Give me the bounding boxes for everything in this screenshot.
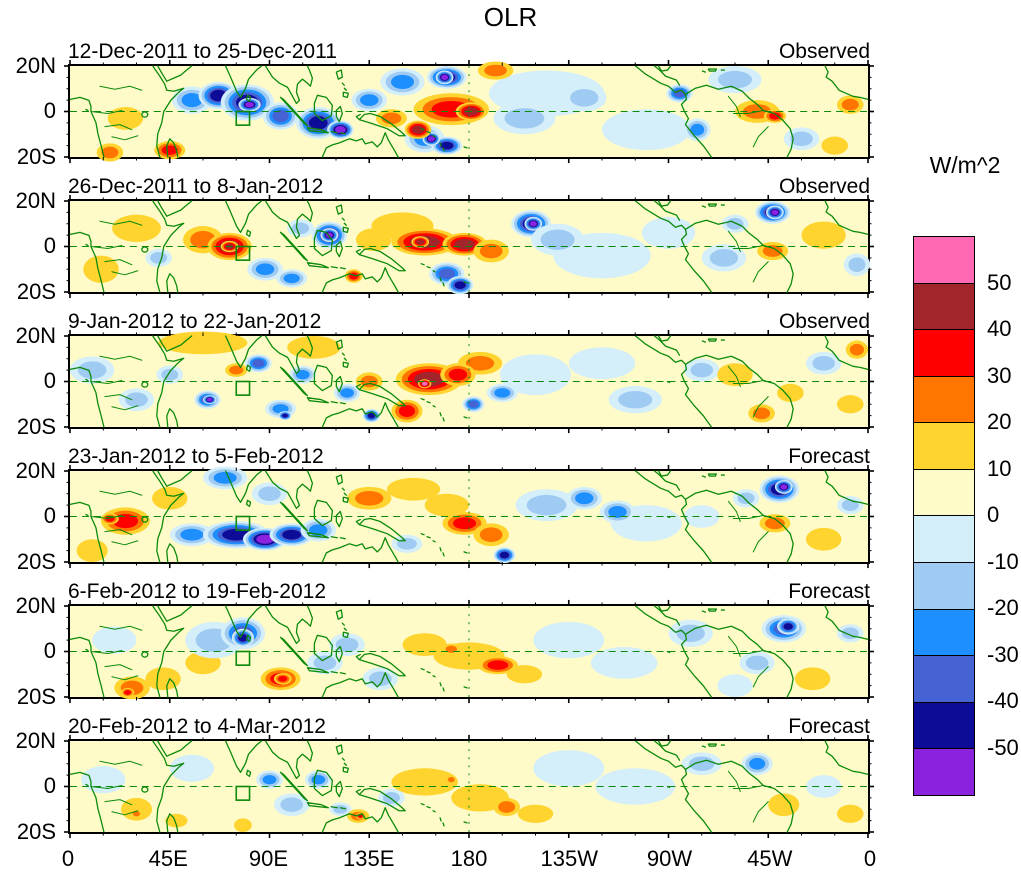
colorbar-tick-label: -50: [987, 734, 1019, 760]
anomaly-blobs: [70, 331, 869, 423]
latitude-tick-label: 0: [43, 773, 56, 798]
colorbar-unit-label: W/m^2: [929, 152, 1001, 178]
map-canvas: [64, 329, 874, 434]
colorbar-tick-label: 20: [987, 409, 1012, 434]
colorbar-cell: [914, 468, 974, 516]
latitude-tick-label: 20N: [15, 728, 56, 753]
latitude-tick-label: 20S: [16, 819, 56, 844]
longitude-tick-label: 90W: [646, 846, 693, 871]
latitude-tick-label: 0: [43, 368, 56, 393]
latitude-tick-label: 0: [43, 503, 56, 528]
panel-header: 26-Dec-2011 to 8-Jan-2012 Observed: [68, 173, 870, 199]
panel-date-range: 26-Dec-2011 to 8-Jan-2012: [68, 175, 324, 198]
colorbar-tick-label: -30: [987, 641, 1019, 667]
panel-date-range: 20-Feb-2012 to 4-Mar-2012: [68, 715, 326, 738]
colorbar-tick-label: 40: [987, 316, 1012, 341]
map-panel: 20-Feb-2012 to 4-Mar-2012 Forecast 20N 0 20S: [16, 713, 874, 844]
anomaly-blobs: [83, 201, 871, 295]
latitude-tick-label: 20S: [16, 279, 56, 304]
panel-source-label: Forecast: [788, 580, 870, 603]
panel-header: 12-Dec-2011 to 25-Dec-2011 Observed: [68, 38, 870, 64]
anomaly-blobs: [92, 615, 864, 700]
colorbar-cell: [914, 515, 974, 563]
map-panel: 12-Dec-2011 to 25-Dec-2011 Observed 20N 0 20…: [16, 38, 874, 169]
colorbar-tick-label: 0: [987, 502, 1000, 527]
colorbar-tick-label: -10: [987, 548, 1019, 574]
panel-date-range: 9-Jan-2012 to 22-Jan-2012: [68, 310, 322, 333]
latitude-tick-label: 0: [43, 98, 56, 123]
map-panels-container: 12-Dec-2011 to 25-Dec-2011 Observed 20N 0 20…: [16, 38, 874, 848]
longitude-tick-label: 45E: [148, 846, 188, 871]
longitude-tick-label: 0: [61, 846, 75, 871]
panel-source-label: Observed: [778, 310, 870, 333]
panel-date-range: 23-Jan-2012 to 5-Feb-2012: [68, 445, 324, 468]
latitude-tick-label: 20S: [16, 549, 56, 574]
latitude-tick-label: 20N: [15, 53, 56, 78]
latitude-tick-label: 20N: [15, 593, 56, 618]
map-panel: 23-Jan-2012 to 5-Feb-2012 Forecast 20N 0 20S: [16, 443, 874, 574]
anomaly-blobs: [96, 61, 864, 162]
latitude-tick-label: 20S: [16, 414, 56, 439]
colorbar-cell: [914, 422, 974, 469]
panel-source-label: Observed: [778, 175, 870, 198]
axis-ticks: [64, 599, 874, 704]
latitude-tick-label: 20N: [15, 188, 56, 213]
longitude-tick-label: 180: [450, 846, 488, 871]
colorbar: [913, 236, 975, 796]
longitude-tick-label: 45W: [747, 846, 793, 871]
map-canvas: [64, 59, 874, 164]
map-canvas: [64, 599, 874, 704]
longitude-tick-label: 0: [863, 846, 877, 871]
colorbar-cell: [914, 375, 974, 423]
colorbar-cell: [914, 562, 974, 609]
panel-source-label: Forecast: [788, 715, 870, 738]
panel-date-range: 12-Dec-2011 to 25-Dec-2011: [68, 40, 337, 63]
panel-source-label: Forecast: [788, 445, 870, 468]
panel-date-range: 6-Feb-2012 to 19-Feb-2012: [68, 580, 326, 603]
colorbar-cell: [914, 701, 974, 749]
latitude-tick-label: 20N: [15, 458, 56, 483]
map-canvas: [64, 734, 874, 839]
longitude-tick-label: 135E: [343, 846, 395, 871]
colorbar-tick-label: 50: [987, 269, 1012, 295]
longitude-tick-label: 90E: [248, 846, 289, 871]
panel-header: 6-Feb-2012 to 19-Feb-2012 Forecast: [68, 578, 870, 604]
map-canvas: [64, 464, 874, 569]
anomaly-blobs: [76, 466, 864, 564]
latitude-tick-label: 20S: [16, 684, 56, 709]
latitude-tick-label: 0: [43, 638, 56, 663]
longitude-tick-label: 135W: [540, 846, 598, 871]
axis-ticks: [64, 59, 874, 164]
map-panel: 9-Jan-2012 to 22-Jan-2012 Observed 20N 0 20S: [16, 308, 874, 439]
colorbar-tick-label: -20: [987, 595, 1019, 620]
map-canvas: [64, 194, 874, 299]
colorbar-cell: [914, 329, 974, 376]
map-panel: 6-Feb-2012 to 19-Feb-2012 Forecast 20N 0 20S: [16, 578, 874, 709]
axis-ticks: [64, 464, 874, 569]
colorbar-tick-label: 30: [987, 362, 1012, 388]
latitude-tick-label: 20N: [15, 323, 56, 348]
figure-title: OLR: [483, 2, 538, 32]
colorbar-cell: [914, 237, 974, 283]
colorbar-cell: [914, 282, 974, 330]
colorbar-tick-label: 10: [987, 455, 1012, 481]
colorbar-cell: [914, 748, 974, 795]
latitude-tick-label: 0: [43, 233, 56, 258]
axis-ticks: [64, 194, 874, 299]
colorbar-tick-label: -40: [987, 688, 1019, 713]
axis-ticks: [64, 329, 874, 434]
panel-source-label: Observed: [778, 40, 870, 63]
map-panel: 26-Dec-2011 to 8-Jan-2012 Observed 20N 0 20S: [16, 173, 874, 304]
longitude-axis: 0 45E 90E 135E 180 135W 90W 45W 0: [62, 846, 876, 876]
colorbar-cell: [914, 655, 974, 702]
colorbar-cell: [914, 608, 974, 656]
panel-header: 9-Jan-2012 to 22-Jan-2012 Observed: [68, 308, 870, 334]
panel-header: 20-Feb-2012 to 4-Mar-2012 Forecast: [68, 713, 870, 739]
latitude-tick-label: 20S: [16, 144, 56, 169]
panel-header: 23-Jan-2012 to 5-Feb-2012 Forecast: [68, 443, 870, 469]
axis-ticks: [64, 734, 874, 839]
